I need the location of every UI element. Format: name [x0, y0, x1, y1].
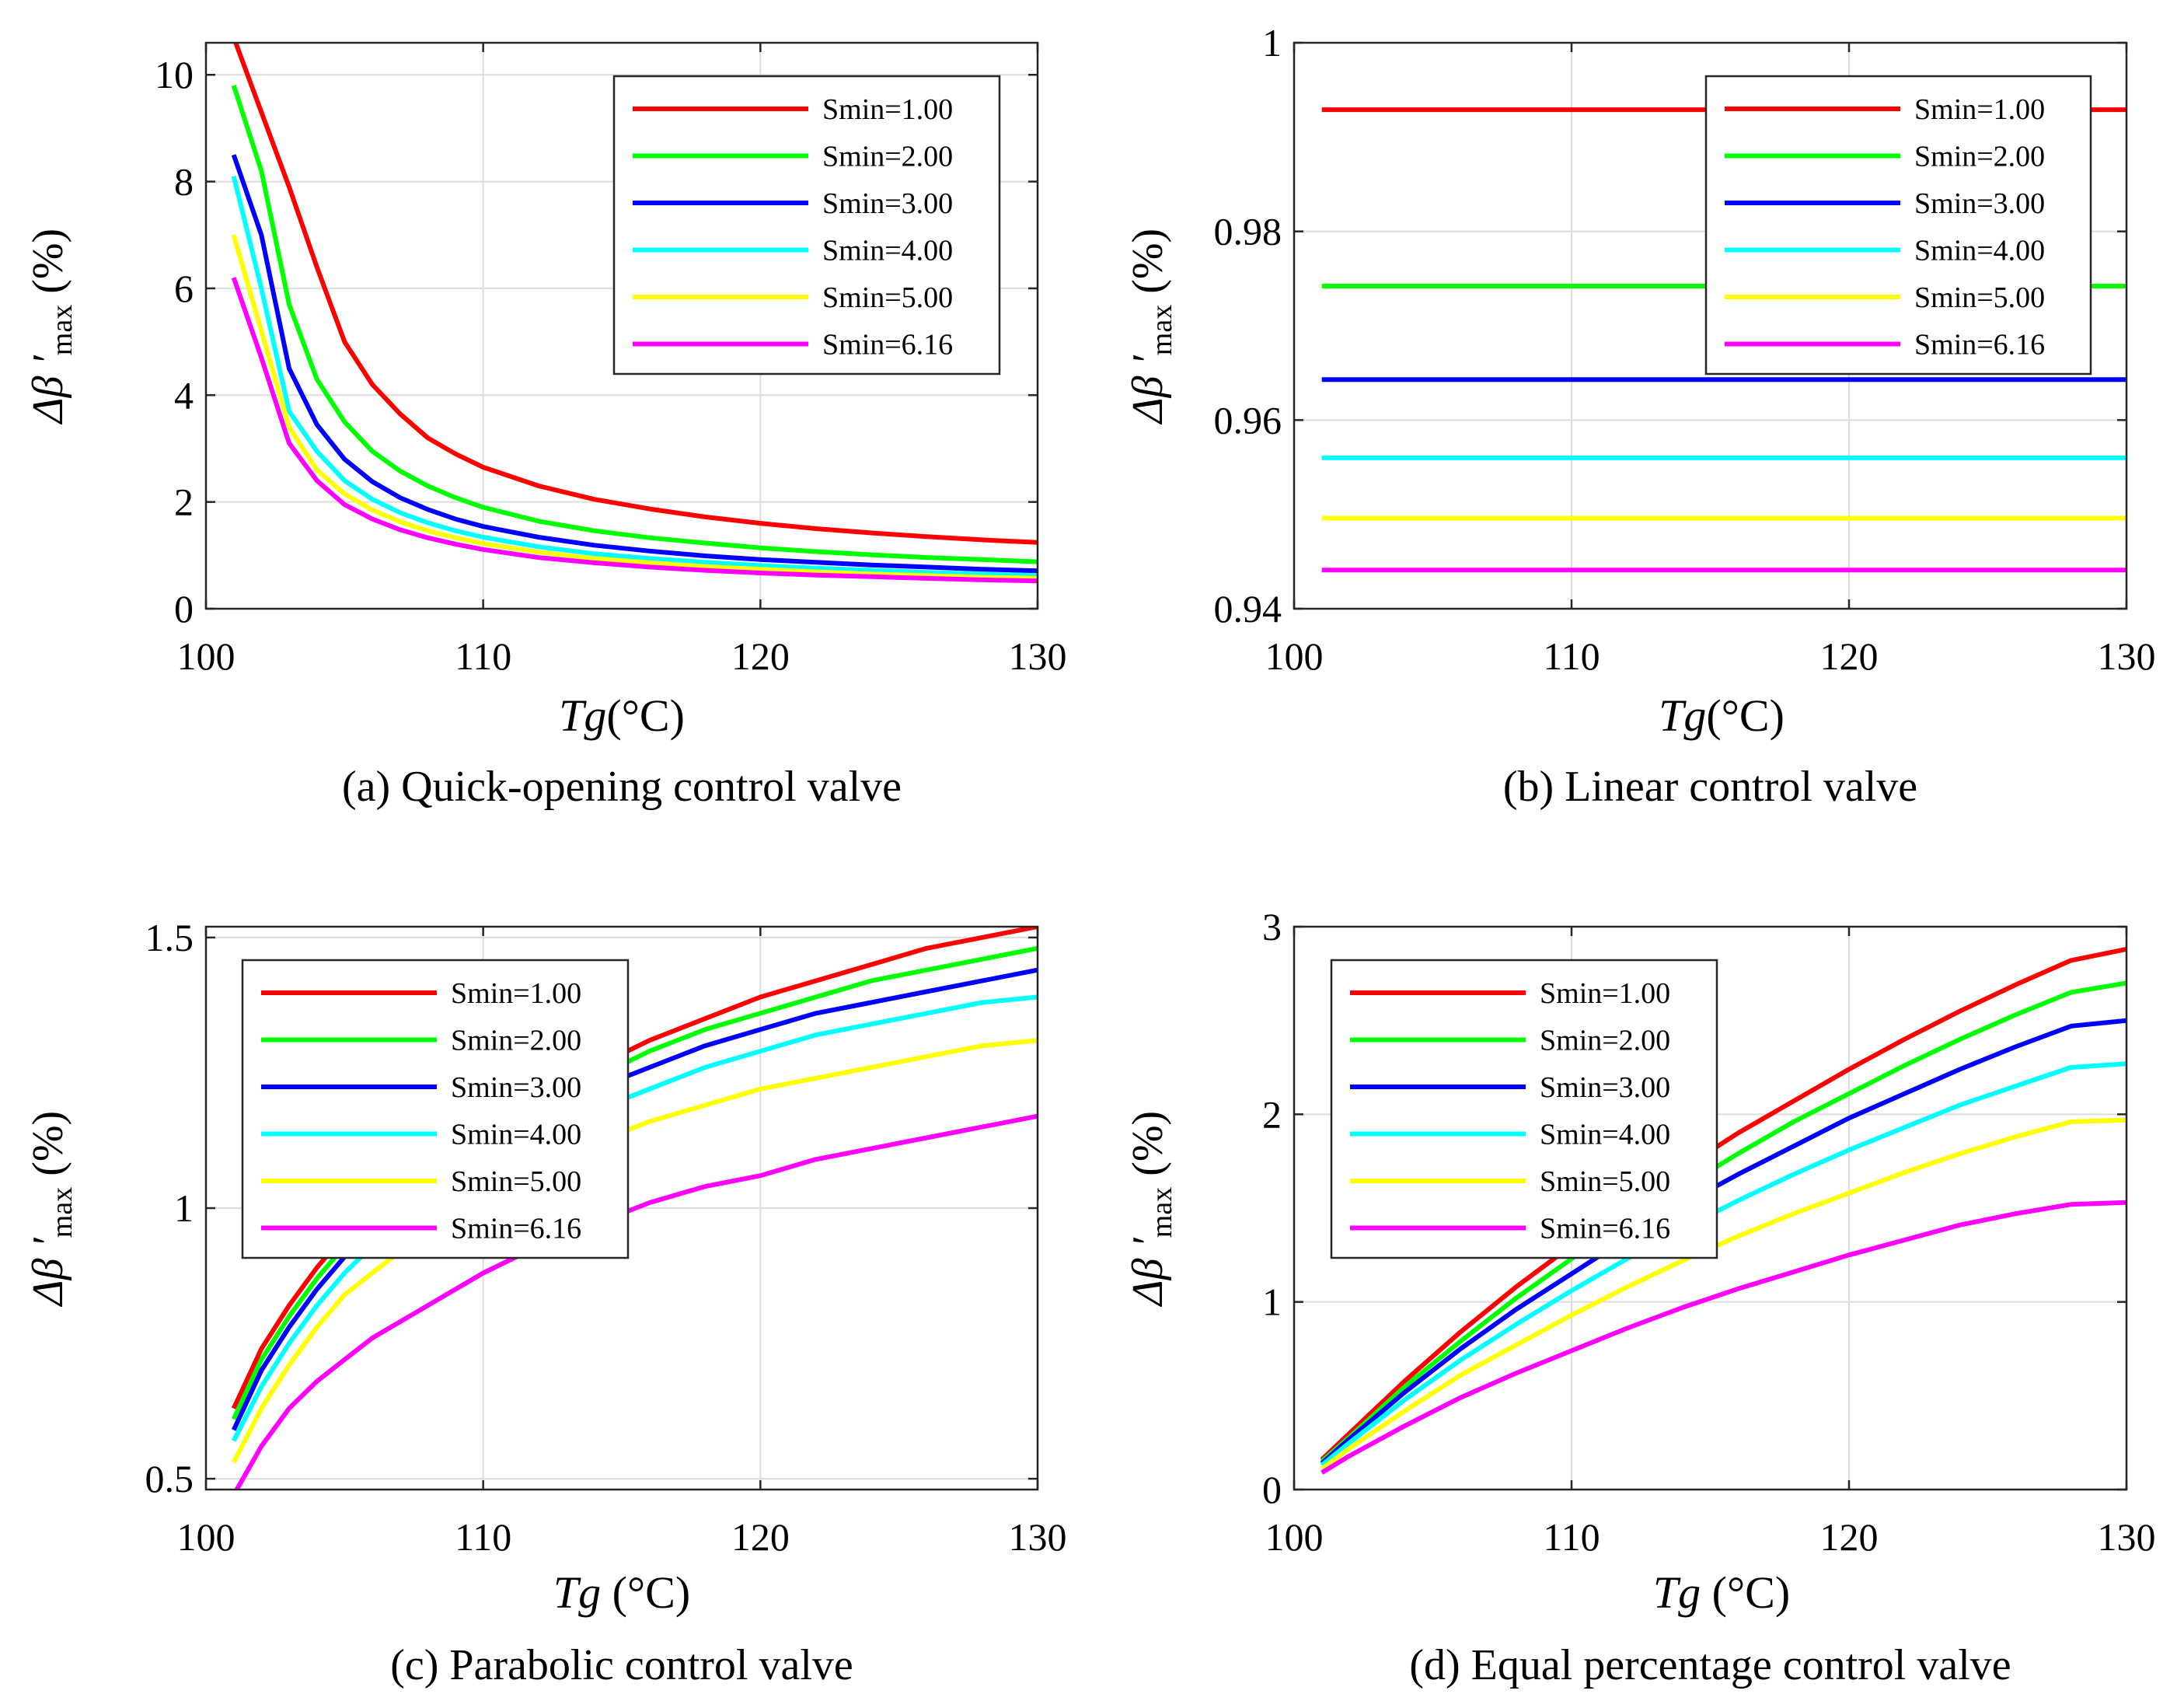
panel-a-series-line-1	[233, 43, 1038, 545]
panel-d-series-line-6	[1321, 1200, 2126, 1475]
panel-c-x-tick-label: 100	[177, 1515, 235, 1559]
panel-b-caption: (b) Linear control valve	[1503, 763, 1917, 811]
panel-d-legend-label-2: Smin=2.00	[1540, 1025, 1670, 1057]
panel-d-y-tick-label: 2	[1262, 1092, 1282, 1136]
panel-b-legend-label-3: Smin=3.00	[1914, 187, 2045, 220]
panel-d-legend-label-4: Smin=4.00	[1540, 1119, 1670, 1151]
panel-a-y-tick-label: 10	[155, 53, 194, 96]
panel-d-legend-label-5: Smin=5.00	[1540, 1165, 1670, 1198]
panel-a-y-tick-label: 8	[174, 160, 194, 204]
panel-d-legend-label-3: Smin=3.00	[1540, 1071, 1670, 1104]
panel-b-axes-frame	[1293, 41, 2128, 610]
panel-b-x-tick-label: 120	[1820, 634, 1879, 678]
panel-d-x-tick-label: 110	[1543, 1515, 1600, 1559]
panel-b-y-tick-label: 0.94	[1214, 587, 1282, 630]
panel-d-axes-frame	[1293, 925, 2128, 1491]
panel-a-series-line-6	[231, 277, 1038, 584]
panel-a-legend-label-5: Smin=5.00	[822, 281, 953, 314]
panel-d-legend-label-1: Smin=1.00	[1540, 977, 1670, 1010]
panel-c-legend: Smin=1.00 Smin=2.00 Smin=3.00 Smin=4.00 Smin…	[241, 959, 630, 1259]
panel-b-legend-label-2: Smin=2.00	[1914, 141, 2045, 173]
panel-a-legend-label-2: Smin=2.00	[822, 141, 953, 173]
panel-a-y-tick-label: 2	[174, 480, 194, 524]
panel-c: 100 110 120 130 0.5 1 1.5 Tg (°C) Δβ ′max (%) (c)…	[24, 916, 1067, 1689]
panel-a-caption: (a) Quick-opening control valve	[342, 763, 902, 811]
panel-a-x-tick-label: 110	[455, 634, 511, 678]
panel-b-x-tick-label: 100	[1265, 634, 1324, 678]
panel-a-legend-label-3: Smin=3.00	[822, 187, 953, 220]
panel-b-y-axis-label: Δβ ′max (%)	[1124, 229, 1178, 424]
panel-a-legend-label-6: Smin=6.16	[822, 329, 953, 362]
panel-d-legend-box	[1330, 959, 1718, 1259]
panel-a-y-tick-label: 4	[174, 373, 194, 417]
panel-d-x-tick-label: 100	[1265, 1515, 1324, 1559]
panel-b-legend-label-4: Smin=4.00	[1914, 235, 2045, 267]
panel-c-legend-label-2: Smin=2.00	[451, 1025, 581, 1057]
panel-c-y-tick-label: 0.5	[145, 1457, 194, 1500]
panel-a-x-tick-label: 100	[177, 634, 235, 678]
panel-c-y-tick-label: 1.5	[145, 916, 194, 959]
panel-a-y-axis-label: Δβ ′max (%)	[24, 229, 78, 424]
panel-b-x-tick-label: 130	[2098, 634, 2156, 678]
panel-a-legend: Smin=1.00 Smin=2.00 Smin=3.00 Smin=4.00 Smin…	[612, 75, 1001, 375]
panel-b-x-tick-label: 110	[1543, 634, 1600, 678]
panel-c-legend-box	[241, 959, 630, 1259]
panel-a-legend-label-4: Smin=4.00	[822, 235, 953, 267]
panel-d-legend: Smin=1.00 Smin=2.00 Smin=3.00 Smin=4.00 Smin…	[1330, 959, 1718, 1259]
panel-d: 100 110 120 130 0 1 2 3 Tg (°C) Δβ ′max (%) (d) Eq…	[1124, 905, 2156, 1689]
panel-c-legend-label-5: Smin=5.00	[451, 1165, 581, 1198]
panel-b-legend: Smin=1.00 Smin=2.00 Smin=3.00 Smin=4.00 Smin…	[1704, 75, 2092, 375]
panel-b: 100 110 120 130 0.94 0.96 0.98 1 Tg(°C) Δβ ′max (…	[1124, 21, 2156, 811]
panel-a-y-tick-label: 0	[174, 587, 194, 630]
panel-a-axes-frame	[204, 41, 1039, 610]
panel-d-caption: (d) Equal percentage control valve	[1409, 1641, 2011, 1689]
panel-a-x-axis-label: Tg(°C)	[559, 690, 685, 741]
panel-c-x-tick-label: 120	[731, 1515, 790, 1559]
panel-c-legend-label-1: Smin=1.00	[451, 977, 581, 1010]
panel-a-series-line-5	[231, 234, 1038, 581]
panel-d-y-tick-label: 0	[1262, 1468, 1282, 1511]
panel-a-y-tick-label: 6	[174, 267, 194, 310]
panel-c-x-tick-label: 130	[1009, 1515, 1067, 1559]
panel-b-y-tick-label: 0.98	[1214, 210, 1282, 253]
panel-c-y-axis-label: Δβ ′max (%)	[24, 1111, 78, 1307]
panel-a-legend-box	[612, 75, 1001, 375]
panel-d-legend-label-6: Smin=6.16	[1540, 1213, 1670, 1245]
panel-c-x-axis-label: Tg (°C)	[553, 1567, 690, 1618]
panel-c-legend-label-6: Smin=6.16	[451, 1213, 581, 1245]
panel-d-y-tick-label: 1	[1262, 1280, 1282, 1324]
panel-a-series-line-3	[231, 154, 1038, 574]
panel-c-legend-label-4: Smin=4.00	[451, 1119, 581, 1151]
panel-b-legend-label-5: Smin=5.00	[1914, 281, 2045, 314]
panel-d-x-tick-label: 120	[1820, 1515, 1879, 1559]
panel-a-series-line-2	[231, 84, 1038, 564]
panel-a-series-line-4	[231, 175, 1038, 578]
panel-a: 100 110 120 130 0 2 4 6 8 10 Tg(°C) Δβ ′max (%) (a) …	[24, 41, 1067, 811]
panel-b-legend-label-6: Smin=6.16	[1914, 329, 2045, 362]
panel-c-y-tick-label: 1	[174, 1186, 194, 1230]
panel-b-legend-label-1: Smin=1.00	[1914, 93, 2045, 126]
panel-b-legend-box	[1704, 75, 2092, 375]
panel-d-y-axis-label: Δβ ′max (%)	[1124, 1111, 1178, 1307]
panel-b-y-tick-label: 1	[1262, 21, 1282, 65]
panel-d-y-tick-label: 3	[1262, 905, 1282, 948]
panel-a-x-tick-label: 130	[1009, 634, 1067, 678]
panel-b-y-tick-label: 0.96	[1214, 398, 1282, 442]
panel-d-x-axis-label: Tg (°C)	[1653, 1567, 1790, 1618]
panel-a-legend-label-1: Smin=1.00	[822, 93, 953, 126]
panel-c-x-tick-label: 110	[455, 1515, 511, 1559]
panel-a-x-tick-label: 120	[731, 634, 790, 678]
panel-d-x-tick-label: 130	[2098, 1515, 2156, 1559]
panel-c-caption: (c) Parabolic control valve	[390, 1641, 853, 1689]
panel-b-x-axis-label: Tg(°C)	[1659, 690, 1785, 741]
panel-c-legend-label-3: Smin=3.00	[451, 1071, 581, 1104]
